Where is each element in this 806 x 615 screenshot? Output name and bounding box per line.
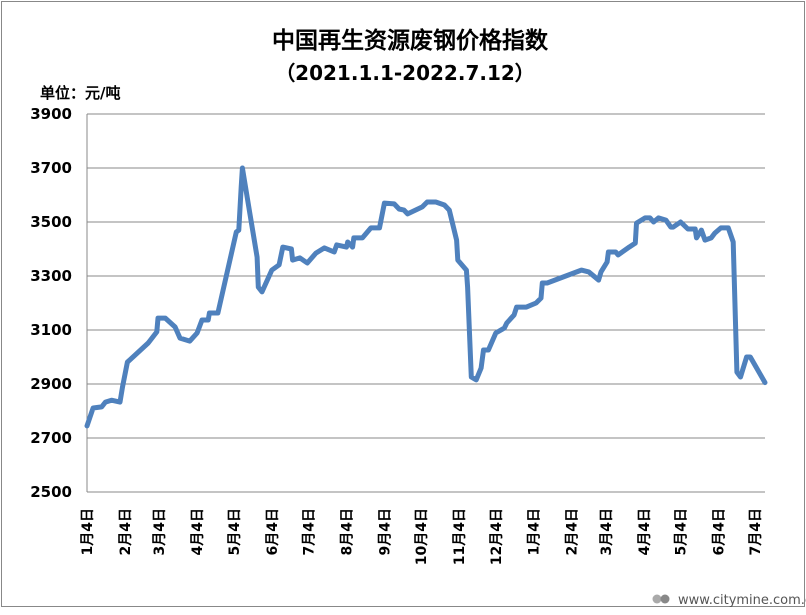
- x-tick-label: 10月4日: [414, 508, 430, 565]
- x-tick-label: 9月4日: [377, 508, 393, 555]
- y-tick-label: 3700: [30, 159, 72, 177]
- x-tick-label: 2月4日: [118, 508, 134, 555]
- watermark-text: www.citymine.com.cn: [678, 593, 806, 608]
- x-tick-label: 1月4日: [80, 508, 96, 555]
- x-tick-label: 12月4日: [489, 508, 505, 565]
- x-tick-label: 3月4日: [152, 508, 168, 555]
- x-tick-label: 3月4日: [599, 508, 615, 555]
- y-tick-label: 2500: [30, 483, 72, 501]
- x-tick-label: 5月4日: [227, 508, 243, 555]
- x-tick-label: 7月4日: [748, 508, 764, 555]
- x-tick-label: 6月4日: [265, 508, 281, 555]
- y-tick-label: 3900: [30, 105, 72, 123]
- chart-subtitle: （2021.1.1-2022.7.12）: [275, 61, 535, 85]
- x-tick-label: 7月4日: [302, 508, 318, 555]
- y-tick-label: 2900: [30, 375, 72, 393]
- x-tick-label: 1月4日: [527, 508, 543, 555]
- x-tick-label: 4月4日: [190, 508, 206, 555]
- x-tick-label: 6月4日: [711, 508, 727, 555]
- y-tick-label: 3300: [30, 267, 72, 285]
- y-axis-unit-label: 单位：元/吨: [40, 84, 120, 102]
- x-tick-label: 5月4日: [674, 508, 690, 555]
- y-tick-label: 3500: [30, 213, 72, 231]
- x-tick-label: 2月4日: [565, 508, 581, 555]
- y-tick-label: 2700: [30, 429, 72, 447]
- y-tick-label: 3100: [30, 321, 72, 339]
- chart-title: 中国再生资源废钢价格指数: [272, 27, 549, 54]
- x-tick-label: 11月4日: [452, 508, 468, 565]
- x-tick-label: 8月4日: [339, 508, 355, 555]
- x-tick-label: 4月4日: [637, 508, 653, 555]
